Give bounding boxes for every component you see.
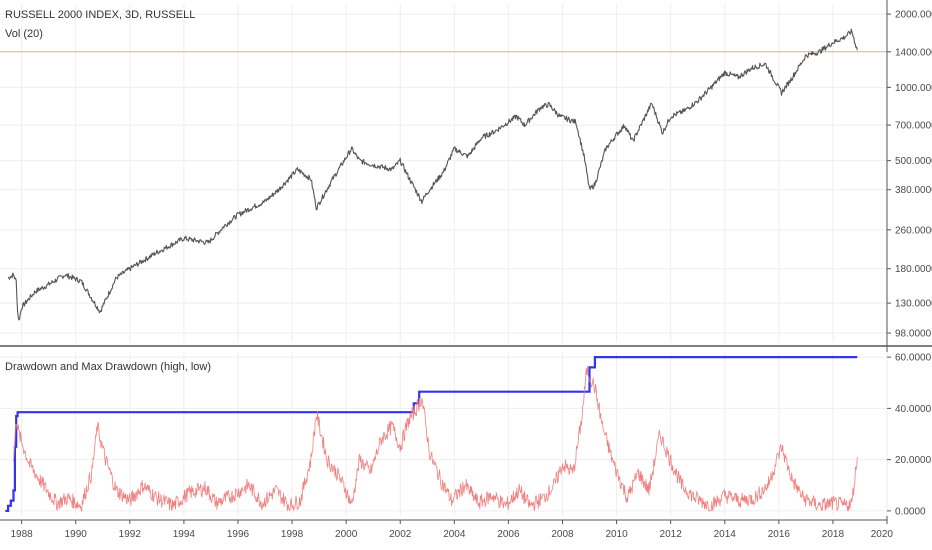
x-tick-label: 2004: [443, 529, 466, 540]
drawdown-line: [13, 365, 858, 513]
x-tick-label: 2016: [768, 529, 791, 540]
x-tick-label: 2010: [605, 529, 628, 540]
top-y-axis: 2000.0000 1400.0000 1000.0000 700.0000 500.0…: [887, 10, 932, 339]
x-tick-label: 2006: [497, 529, 520, 540]
x-tick-label: 1988: [11, 529, 34, 540]
top-y-tick-label: 180.0000: [895, 264, 932, 275]
top-y-tick-label: 700.0000: [895, 121, 932, 132]
chart-title: RUSSELL 2000 INDEX, 3D, RUSSELL: [5, 9, 195, 21]
volume-indicator-label: Vol (20): [5, 28, 43, 40]
x-axis: 1988 1990 1992 1994 1996 1998 2000 2002 2004 2006…: [11, 520, 894, 540]
bottom-y-tick-label: 60.0000: [895, 353, 932, 364]
price-series: [7, 28, 858, 321]
x-tick-label: 2000: [335, 529, 358, 540]
x-tick-label: 2020: [871, 529, 894, 540]
x-tick-label: 1990: [65, 529, 88, 540]
top-y-tick-label: 1000.0000: [895, 83, 932, 94]
bottom-panel-grid: [0, 352, 888, 516]
x-tick-label: 2008: [551, 529, 574, 540]
x-tick-label: 2002: [389, 529, 412, 540]
x-tick-label: 1994: [173, 529, 196, 540]
x-tick-label: 1992: [119, 529, 142, 540]
top-y-tick-label: 260.0000: [895, 225, 932, 236]
max-drawdown-line: [5, 356, 858, 512]
top-y-tick-label: 380.0000: [895, 185, 932, 196]
x-tick-label: 2014: [714, 529, 737, 540]
price-line: [7, 28, 858, 321]
top-y-tick-label: 1400.0000: [895, 47, 932, 58]
top-y-tick-label: 2000.0000: [895, 10, 932, 21]
bottom-y-tick-label: 40.0000: [895, 404, 932, 415]
bottom-panel: [0, 352, 888, 516]
x-tick-label: 1996: [227, 529, 250, 540]
drawdown-indicator-label: Drawdown and Max Drawdown (high, low): [5, 361, 211, 373]
top-y-tick-label: 130.0000: [895, 299, 932, 310]
top-y-tick-label: 500.0000: [895, 156, 932, 167]
top-y-tick-label: 98.0000: [895, 328, 932, 339]
bottom-y-tick-label: 20.0000: [895, 455, 932, 466]
top-panel-grid: [0, 4, 888, 342]
x-tick-label: 2018: [822, 529, 845, 540]
drawdown-series: [5, 356, 858, 513]
bottom-y-axis: 60.0000 40.0000 20.0000 0.0000: [887, 353, 932, 517]
x-tick-label: 2012: [660, 529, 683, 540]
x-tick-label: 1998: [281, 529, 304, 540]
top-panel: [0, 4, 888, 342]
bottom-y-tick-label: 0.0000: [895, 506, 926, 517]
